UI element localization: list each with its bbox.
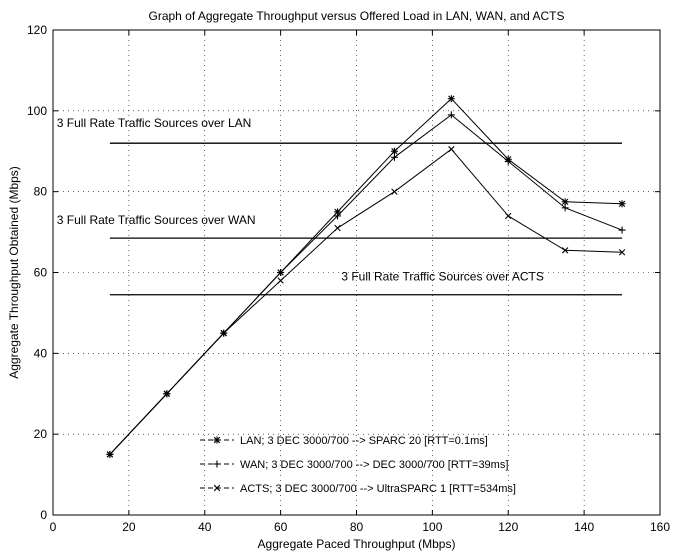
y-tick-label: 120 bbox=[27, 23, 47, 37]
x-tick-label: 100 bbox=[422, 520, 442, 534]
y-tick-label: 0 bbox=[40, 508, 47, 522]
x-tick-label: 60 bbox=[274, 520, 288, 534]
data-point bbox=[334, 224, 341, 232]
reference-lines: 3 Full Rate Traffic Sources over LAN 3 Fu… bbox=[57, 116, 623, 296]
data-point bbox=[390, 153, 398, 161]
data-point bbox=[163, 390, 171, 397]
data-point bbox=[618, 226, 626, 234]
x-tick-label: 140 bbox=[574, 520, 594, 534]
series-lines bbox=[106, 95, 626, 458]
data-point bbox=[447, 111, 455, 119]
y-tick-label: 40 bbox=[34, 346, 48, 360]
y-tick-label: 80 bbox=[34, 185, 48, 199]
grid bbox=[53, 30, 660, 515]
legend-label: WAN; 3 DEC 3000/700 --> DEC 3000/700 [RT… bbox=[240, 459, 508, 471]
data-point bbox=[561, 204, 569, 212]
legend-label: LAN; 3 DEC 3000/700 --> SPARC 20 [RTT=0.… bbox=[240, 435, 488, 447]
data-point bbox=[447, 95, 455, 103]
data-point bbox=[213, 460, 221, 468]
x-tick-label: 120 bbox=[498, 520, 518, 534]
data-point bbox=[618, 200, 626, 208]
legend-item: WAN; 3 DEC 3000/700 --> DEC 3000/700 [RT… bbox=[200, 459, 508, 471]
data-point bbox=[561, 247, 569, 254]
y-tick-label: 60 bbox=[34, 266, 48, 280]
x-tick-label: 20 bbox=[122, 520, 136, 534]
x-tick-label: 40 bbox=[198, 520, 212, 534]
legend-item: ACTS; 3 DEC 3000/700 --> UltraSPARC 1 [R… bbox=[200, 483, 516, 495]
data-point bbox=[618, 249, 626, 256]
y-tick-label: 20 bbox=[34, 427, 48, 441]
data-point bbox=[334, 212, 342, 220]
data-point bbox=[391, 188, 398, 195]
data-point bbox=[561, 198, 569, 206]
legend: LAN; 3 DEC 3000/700 --> SPARC 20 [RTT=0.… bbox=[200, 435, 516, 495]
data-point bbox=[213, 436, 221, 444]
x-tick-label: 0 bbox=[50, 520, 57, 534]
y-tick-label: 100 bbox=[27, 104, 47, 118]
data-point bbox=[213, 484, 221, 492]
data-point bbox=[220, 329, 227, 337]
x-tick-label: 160 bbox=[650, 520, 670, 534]
axes: 0 20 40 60 80 100 120 140 160 0 20 40 60 80 100 120 bbox=[27, 23, 670, 534]
reference-line-label: 3 Full Rate Traffic Sources over WAN bbox=[57, 213, 256, 227]
data-point bbox=[277, 277, 284, 284]
x-tick-label: 80 bbox=[350, 520, 364, 534]
y-axis-label: Aggregate Throughput Obtained (Mbps) bbox=[7, 166, 21, 379]
x-axis-label: Aggregate Paced Throughput (Mbps) bbox=[258, 537, 456, 551]
data-point bbox=[106, 451, 114, 458]
data-point bbox=[277, 269, 285, 276]
series-2 bbox=[106, 146, 626, 458]
data-point bbox=[390, 147, 398, 155]
reference-line-label: 3 Full Rate Traffic Sources over LAN bbox=[57, 116, 252, 130]
data-point bbox=[448, 146, 455, 153]
data-point bbox=[504, 157, 512, 165]
data-point bbox=[505, 212, 512, 220]
legend-label: ACTS; 3 DEC 3000/700 --> UltraSPARC 1 [R… bbox=[240, 483, 516, 495]
reference-line-label: 3 Full Rate Traffic Sources over ACTS bbox=[341, 270, 544, 284]
legend-item: LAN; 3 DEC 3000/700 --> SPARC 20 [RTT=0.… bbox=[200, 435, 488, 447]
chart-title: Graph of Aggregate Throughput versus Off… bbox=[148, 9, 564, 23]
series-line bbox=[109, 148, 623, 455]
